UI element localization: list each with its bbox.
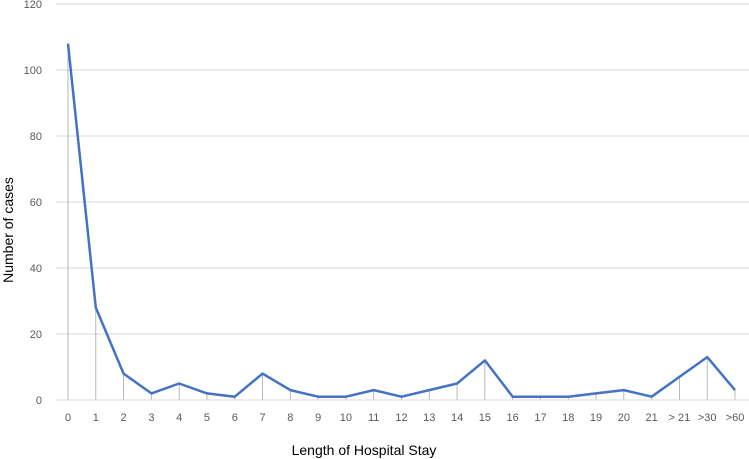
x-tick-label: 15: [479, 412, 491, 424]
x-tick-label: 6: [232, 412, 238, 424]
x-tick-label: 7: [259, 412, 265, 424]
x-axis-title: Length of Hospital Stay: [292, 442, 437, 458]
x-tick-label: 12: [395, 412, 407, 424]
x-tick-label: 19: [590, 412, 602, 424]
x-tick-label: > 21: [669, 412, 691, 424]
x-tick-label: >60: [726, 412, 745, 424]
gridlines: [56, 3, 749, 335]
x-tick-label: 10: [340, 412, 352, 424]
x-tick-label: 14: [451, 412, 463, 424]
x-tick-label: 16: [507, 412, 519, 424]
drop-lines: [67, 43, 736, 400]
x-tick-label: 13: [423, 412, 435, 424]
y-tick-label: 120: [24, 0, 42, 11]
x-tick-label: >30: [698, 412, 717, 424]
x-tick-label: 20: [618, 412, 630, 424]
x-tick-label: 5: [204, 412, 210, 424]
y-axis-ticks: 0 20 40 60 80 100 120: [24, 0, 42, 407]
x-tick-label: 8: [287, 412, 293, 424]
y-tick-label: 100: [24, 65, 42, 77]
y-tick-label: 0: [36, 395, 42, 407]
y-tick-label: 80: [30, 131, 42, 143]
x-tick-label: 17: [534, 412, 546, 424]
x-axis-ticks: 0 1 2 3 4 5 6 7 8 9 10 11 12 13 14 15 16 17 18 19 20 21 > 21 >3…: [65, 412, 744, 424]
x-tick-label: 9: [315, 412, 321, 424]
x-tick-label: 18: [562, 412, 574, 424]
x-tick-label: 1: [93, 412, 99, 424]
x-tick-label: 0: [65, 412, 71, 424]
x-tick-label: 11: [368, 412, 379, 424]
y-axis-title: Number of cases: [0, 177, 16, 283]
y-tick-label: 60: [30, 197, 42, 209]
x-tick-label: 4: [176, 412, 182, 424]
x-tick-label: 2: [121, 412, 127, 424]
x-tick-label: 3: [148, 412, 154, 424]
series-line: [66, 43, 736, 398]
y-tick-label: 20: [30, 329, 42, 341]
y-tick-label: 40: [30, 263, 42, 275]
x-tick-label: 21: [646, 412, 658, 424]
